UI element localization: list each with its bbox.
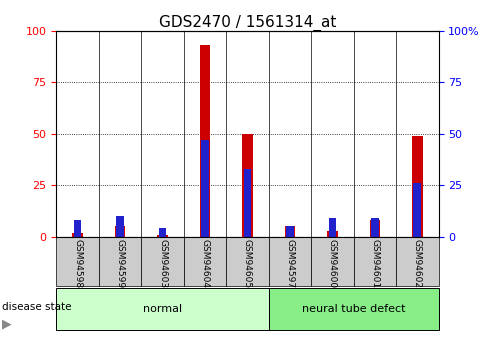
- Bar: [141, 31, 184, 237]
- Bar: [414, 183, 421, 237]
- Bar: [412, 136, 422, 237]
- Bar: [99, 237, 141, 286]
- Text: GSM94600: GSM94600: [328, 239, 337, 288]
- Bar: [242, 134, 253, 237]
- Bar: [184, 31, 226, 237]
- Bar: [115, 226, 125, 237]
- Text: GSM94598: GSM94598: [73, 239, 82, 288]
- Bar: [286, 226, 294, 237]
- Bar: [141, 237, 184, 286]
- Bar: [73, 233, 83, 237]
- Bar: [99, 31, 141, 237]
- Text: GSM94604: GSM94604: [200, 239, 210, 288]
- Bar: [311, 237, 354, 286]
- Text: GSM94599: GSM94599: [116, 239, 124, 288]
- Bar: [116, 216, 124, 237]
- Bar: [311, 31, 354, 237]
- Text: GSM94602: GSM94602: [413, 239, 422, 288]
- Bar: [354, 237, 396, 286]
- Bar: [157, 235, 168, 237]
- Bar: [244, 169, 251, 237]
- Title: GDS2470 / 1561314_at: GDS2470 / 1561314_at: [159, 15, 336, 31]
- Text: ▶: ▶: [2, 317, 12, 331]
- Text: normal: normal: [143, 304, 182, 314]
- Bar: [159, 228, 166, 237]
- Bar: [371, 218, 379, 237]
- Bar: [269, 237, 311, 286]
- Bar: [56, 288, 269, 330]
- Text: GSM94601: GSM94601: [370, 239, 379, 288]
- Bar: [269, 288, 439, 330]
- Text: GSM94597: GSM94597: [285, 239, 294, 288]
- Text: neural tube defect: neural tube defect: [302, 304, 405, 314]
- Bar: [369, 220, 380, 237]
- Bar: [396, 31, 439, 237]
- Bar: [184, 237, 226, 286]
- Bar: [56, 31, 99, 237]
- Bar: [285, 226, 295, 237]
- Text: GSM94603: GSM94603: [158, 239, 167, 288]
- Bar: [200, 46, 210, 237]
- Text: GSM94605: GSM94605: [243, 239, 252, 288]
- Bar: [74, 220, 81, 237]
- Text: disease state: disease state: [2, 302, 72, 312]
- Bar: [329, 218, 336, 237]
- Bar: [269, 31, 311, 237]
- Bar: [354, 31, 396, 237]
- Bar: [226, 237, 269, 286]
- Bar: [226, 31, 269, 237]
- Bar: [56, 237, 99, 286]
- Bar: [201, 140, 209, 237]
- Bar: [396, 237, 439, 286]
- Bar: [327, 230, 338, 237]
